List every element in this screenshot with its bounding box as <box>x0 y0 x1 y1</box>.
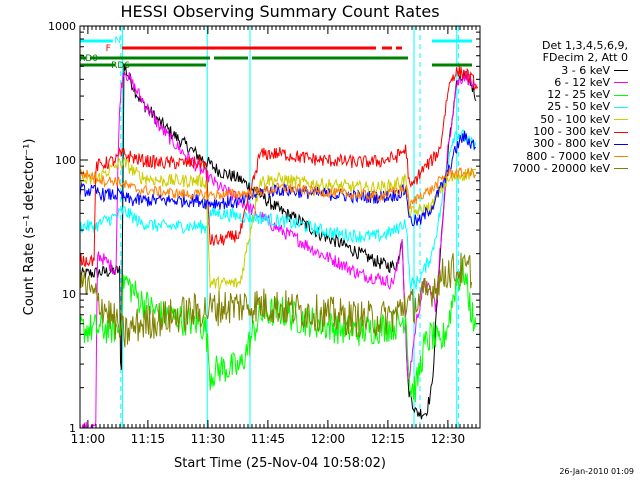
x-axis-label: Start Time (25-Nov-04 10:58:02) <box>174 456 386 471</box>
legend-swatch <box>614 106 628 108</box>
legend: Det 1,3,4,5,6,9, FDecim 2, Att 0 3 - 6 k… <box>488 39 628 175</box>
legend-label: 800 - 7000 keV <box>526 149 610 163</box>
legend-swatch <box>614 94 628 96</box>
series-line-7 <box>80 130 477 227</box>
x-tick-label: 11:15 <box>131 432 166 446</box>
legend-swatch <box>614 119 628 121</box>
timestamp: 26-Jan-2010 01:09 <box>559 467 634 476</box>
legend-swatch <box>614 70 628 72</box>
series-line-3 <box>80 257 477 403</box>
y-tick-label: 1 <box>69 422 76 435</box>
legend-label: 7000 - 20000 keV <box>512 161 610 175</box>
y-axis-label: Count Rate (s⁻¹ detector⁻¹) <box>22 139 37 316</box>
series-line-9 <box>80 252 473 348</box>
legend-label: 12 - 25 keV <box>547 88 610 102</box>
x-tick-label: 11:30 <box>191 432 226 446</box>
series-group <box>80 63 479 428</box>
legend-label: 6 - 12 keV <box>554 75 610 89</box>
legend-swatch <box>614 156 628 158</box>
y-tick-label: 100 <box>55 154 76 167</box>
legend-swatch <box>614 143 628 145</box>
legend-swatch <box>614 82 628 84</box>
legend-item-6: 100 - 300 keV <box>488 125 628 139</box>
legend-swatch <box>614 131 628 133</box>
legend-item-3: 12 - 25 keV <box>488 89 628 101</box>
legend-item-1: 3 - 6 keV <box>488 63 628 77</box>
series-line-1 <box>80 63 477 420</box>
legend-item-9: 7000 - 20000 keV <box>488 161 628 175</box>
legend-label: 300 - 800 keV <box>533 137 610 151</box>
series-line-2 <box>80 70 477 428</box>
series-line-8 <box>80 167 477 210</box>
flag-label-rd6: RD6 <box>111 61 130 71</box>
legend-item-2: 6 - 12 keV <box>488 75 628 89</box>
flag-label-n: N <box>114 36 121 46</box>
legend-item-5: 50 - 100 keV <box>488 112 628 126</box>
chart-title: HESSI Observing Summary Count Rates <box>120 2 440 21</box>
legend-item-4: 25 - 50 keV <box>488 101 628 113</box>
legend-title-line-1: Det 1,3,4,5,6,9, <box>541 39 628 52</box>
legend-label: 25 - 50 keV <box>547 100 610 114</box>
legend-label: 3 - 6 keV <box>561 63 610 77</box>
legend-item-8: 800 - 7000 keV <box>488 149 628 163</box>
flag-label-rd0: RD0 <box>79 54 98 64</box>
x-tick-label: 12:15 <box>371 432 406 446</box>
x-tick-label: 11:45 <box>251 432 286 446</box>
series-line-4 <box>80 129 477 290</box>
legend-item-7: 300 - 800 keV <box>488 138 628 150</box>
legend-swatch <box>614 168 628 170</box>
y-tick-label: 1000 <box>48 20 76 33</box>
x-tick-label: 12:00 <box>311 432 346 446</box>
flag-label-f: F <box>106 44 111 54</box>
x-tick-label: 12:30 <box>431 432 466 446</box>
x-tick-label: 11:00 <box>71 432 106 446</box>
series-line-6 <box>80 66 479 268</box>
legend-label: 50 - 100 keV <box>540 112 610 126</box>
legend-title-line-2: FDecim 2, Att 0 <box>542 51 628 65</box>
legend-label: 100 - 300 keV <box>533 125 610 139</box>
y-tick-label: 10 <box>62 288 76 301</box>
